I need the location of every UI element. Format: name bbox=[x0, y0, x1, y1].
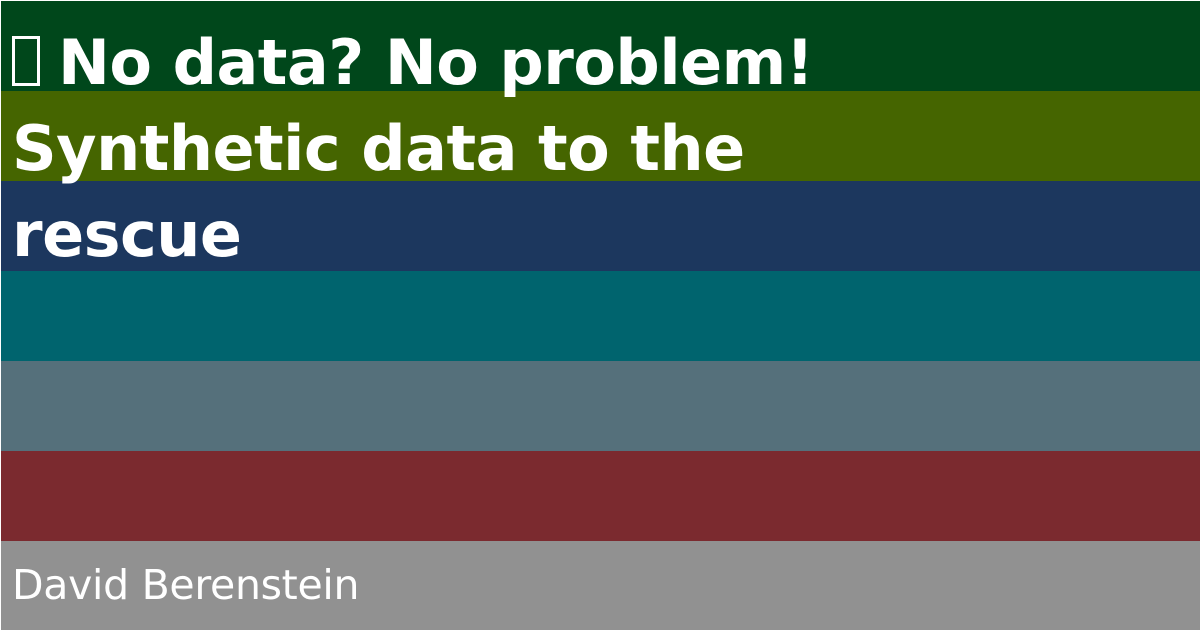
stripe-maroon bbox=[1, 451, 1200, 541]
stripe-gray bbox=[1, 541, 1200, 630]
stripe-dark-green bbox=[1, 1, 1200, 91]
stripe-slate bbox=[1, 361, 1200, 451]
stripe-olive bbox=[1, 91, 1200, 181]
missing-glyph-icon bbox=[12, 36, 40, 86]
stripe-navy bbox=[1, 181, 1200, 271]
stripe-teal bbox=[1, 271, 1200, 361]
author-name: David Berenstein bbox=[12, 561, 360, 609]
page-title: No data? No problem! Synthetic data to t… bbox=[12, 20, 912, 278]
title-text: No data? No problem! Synthetic data to t… bbox=[12, 26, 814, 271]
